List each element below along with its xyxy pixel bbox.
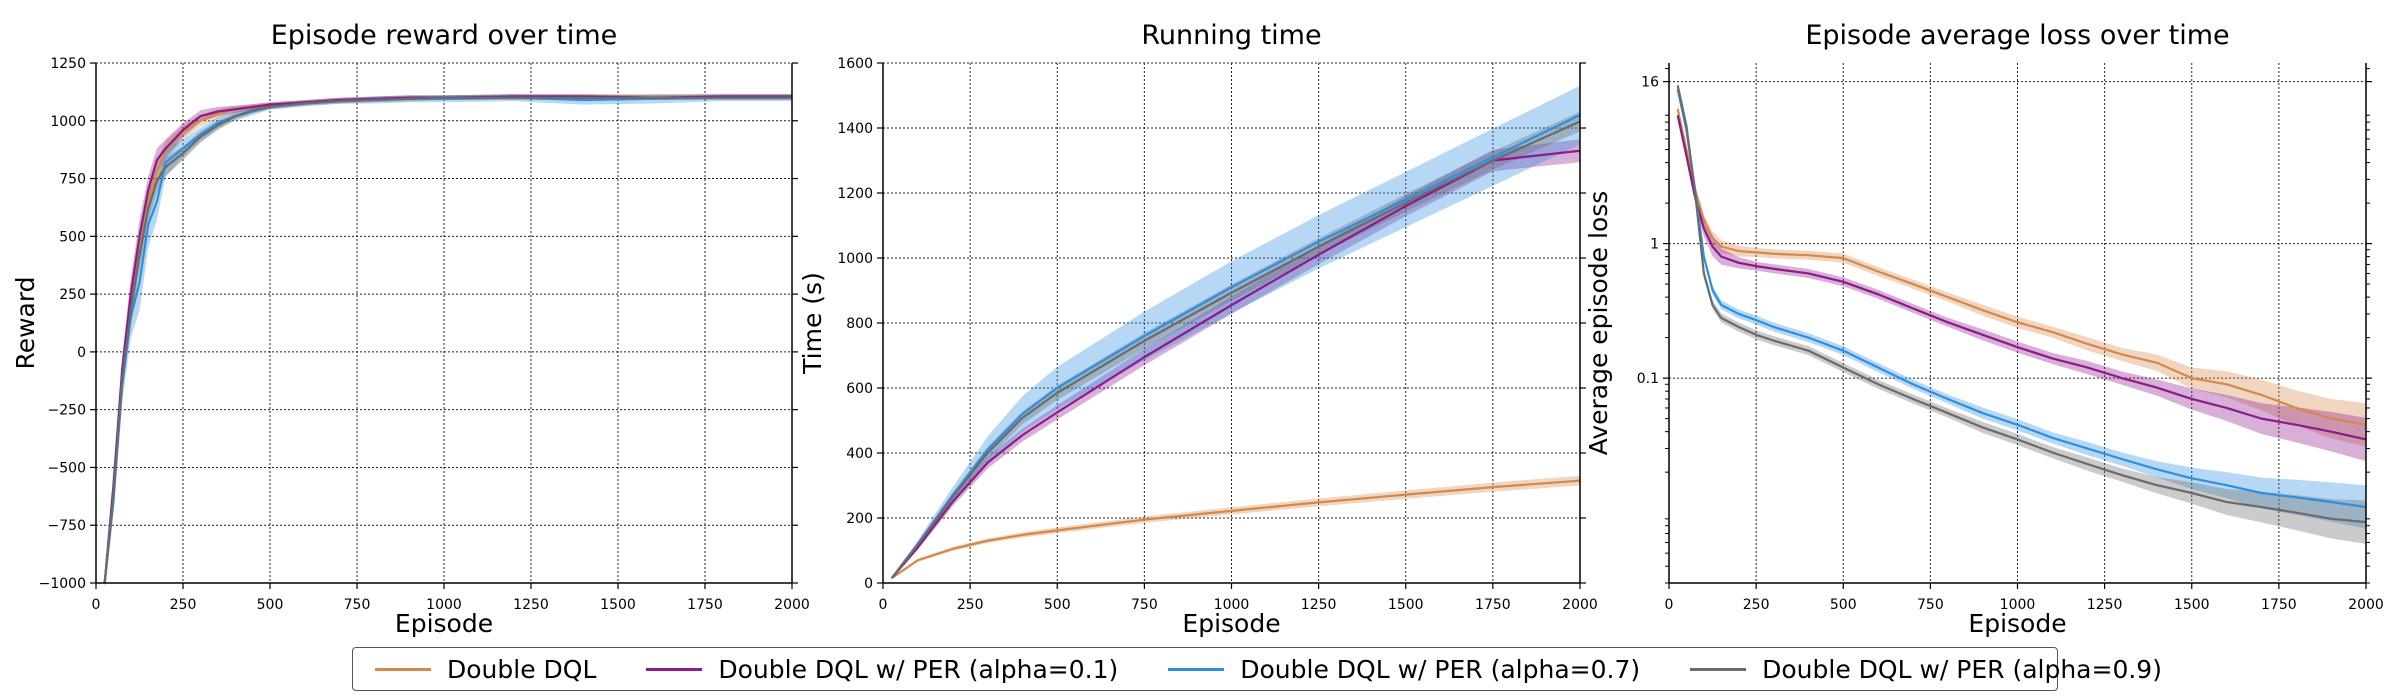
chart-title: Running time	[1141, 20, 1321, 51]
x-tick-label: 1000	[2000, 597, 2036, 613]
x-axis-label: Episode	[395, 609, 493, 638]
legend-item-per-07: Double DQL w/ PER (alpha=0.7)	[1168, 655, 1640, 684]
legend-swatch	[375, 667, 431, 671]
legend-swatch	[646, 667, 703, 671]
x-tick-label: 1250	[513, 597, 549, 613]
x-tick-label: 1250	[1301, 597, 1337, 613]
series-line-1	[891, 479, 1581, 580]
series-line-4	[103, 96, 792, 584]
x-tick-label: 500	[1830, 597, 1857, 613]
x-tick-label: 250	[1743, 597, 1770, 613]
series-line-2	[103, 95, 792, 584]
x-tick-label: 500	[1044, 597, 1071, 613]
x-axis-label: Episode	[1968, 609, 2066, 638]
x-tick-label: 1000	[1214, 597, 1250, 613]
series-line-2	[1676, 114, 2367, 441]
x-tick-label: 1750	[1475, 597, 1511, 613]
legend: Double DQL Double DQL w/ PER (alpha=0.1)…	[352, 647, 2162, 691]
x-tick-label: 750	[1917, 597, 1944, 613]
series-line-1	[1676, 108, 2367, 426]
y-tick-label: 750	[59, 172, 86, 188]
series-band-4	[104, 95, 792, 587]
y-tick-label: 250	[59, 287, 86, 303]
x-tick-label: 750	[1131, 597, 1158, 613]
series-line-3	[1676, 89, 2367, 509]
series-line-1	[103, 95, 792, 584]
legend-label: Double DQL w/ PER (alpha=0.9)	[1762, 654, 2162, 684]
series-band-3	[104, 94, 792, 587]
legend-item-per-01: Double DQL w/ PER (alpha=0.1)	[646, 655, 1118, 684]
series-band-1	[1677, 104, 2366, 447]
x-tick-label: 1500	[600, 597, 636, 613]
series-band-1	[104, 94, 792, 587]
series-band-2	[1677, 110, 2366, 462]
series-line-4	[1676, 85, 2367, 524]
legend-item-per-09: Double DQL w/ PER (alpha=0.9)	[1690, 655, 2162, 684]
y-axis-label: Average episode loss	[1584, 191, 1613, 456]
legend-label: Double DQL w/ PER (alpha=0.1)	[718, 654, 1119, 684]
y-tick-label: 500	[59, 229, 86, 245]
y-tick-label: −500	[48, 460, 86, 476]
series-band-2	[104, 94, 792, 587]
legend-swatch	[1168, 667, 1225, 671]
y-tick-label: 1000	[837, 251, 873, 267]
x-tick-label: 250	[957, 597, 984, 613]
y-tick-label: 1000	[50, 114, 86, 130]
y-tick-label: 1	[1650, 237, 1659, 253]
x-tick-label: 2000	[1562, 597, 1598, 613]
series-band-3	[1677, 86, 2366, 529]
series-line-4	[890, 120, 1581, 579]
y-tick-label: −250	[48, 403, 86, 419]
y-tick-label: 600	[846, 381, 873, 397]
y-tick-label: 16	[1641, 75, 1659, 91]
series-band-1	[891, 475, 1580, 579]
y-tick-label: 1400	[837, 121, 873, 137]
x-tick-label: 1500	[1388, 597, 1424, 613]
x-tick-label: 2000	[2348, 597, 2384, 613]
y-tick-label: −750	[48, 518, 86, 534]
chart-2: 0 250 500 750 1000 1250 1500 1750 2000 0 200 400 600…	[798, 20, 1598, 638]
x-tick-label: 1000	[426, 597, 462, 613]
y-tick-label: 400	[846, 446, 873, 462]
y-tick-label: 0	[864, 576, 873, 592]
series-line-2	[890, 149, 1581, 579]
x-tick-label: 1250	[2087, 597, 2123, 613]
x-axis-label: Episode	[1182, 609, 1280, 638]
y-axis-label: Time (s)	[798, 272, 827, 375]
x-tick-label: 0	[879, 597, 888, 613]
chart-1: 0 250 500 750 1000 1250 1500 1750 2000 −1000 −750 −…	[11, 20, 810, 638]
y-tick-label: 1250	[50, 56, 86, 72]
x-tick-label: 0	[1665, 597, 1674, 613]
x-tick-label: 1750	[2261, 597, 2297, 613]
x-tick-label: 500	[257, 597, 284, 613]
legend-label: Double DQL w/ PER (alpha=0.7)	[1240, 654, 1641, 684]
x-tick-label: 250	[170, 597, 197, 613]
series-line-3	[103, 96, 792, 584]
chart-title: Episode reward over time	[271, 20, 618, 51]
x-tick-label: 1500	[2174, 597, 2210, 613]
y-tick-label: 800	[846, 316, 873, 332]
y-tick-label: 200	[846, 511, 873, 527]
x-tick-label: 2000	[774, 597, 810, 613]
series-band-3	[891, 85, 1580, 580]
y-tick-label: 0	[77, 345, 86, 361]
legend-swatch	[1690, 667, 1747, 671]
x-tick-label: 1750	[687, 597, 723, 613]
legend-label: Double DQL	[447, 654, 597, 684]
y-tick-label: 1200	[837, 186, 873, 202]
y-tick-label: 0.1	[1637, 371, 1659, 387]
x-tick-label: 750	[344, 597, 371, 613]
legend-item-double-dql: Double DQL	[375, 655, 596, 684]
chart-title: Episode average loss over time	[1805, 20, 2229, 51]
chart-3: 0 250 500 750 1000 1250 1500 1750 2000 0.1 1 16 Epis…	[1584, 20, 2384, 638]
series-band-4	[1677, 81, 2366, 544]
y-tick-label: −1000	[39, 576, 86, 592]
x-tick-label: 0	[92, 597, 101, 613]
y-axis-label: Reward	[11, 276, 40, 369]
y-tick-label: 1600	[837, 56, 873, 72]
